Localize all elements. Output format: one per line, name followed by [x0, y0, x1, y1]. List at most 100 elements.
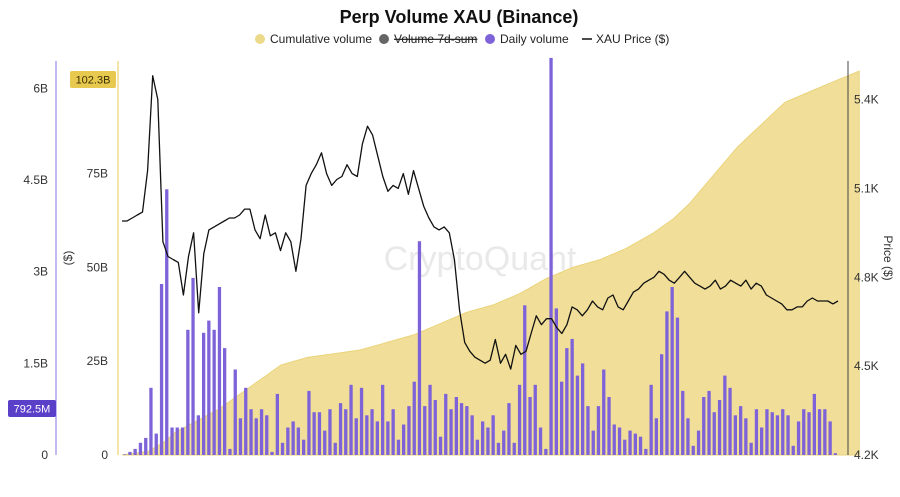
price-axis-tick: 4.2K [854, 448, 879, 462]
daily-volume-bar [665, 311, 669, 455]
price-axis: 4.2K 4.5K 4.8K 5.1K 5.4K [854, 93, 879, 463]
cumulative-axis-tick: 25B [87, 354, 108, 368]
daily-volume-bar [265, 415, 269, 455]
daily-volume-bar [123, 454, 127, 455]
daily-volume-bar [770, 412, 774, 455]
legend-swatch-sum7d [379, 34, 389, 44]
daily-volume-bar [812, 393, 816, 455]
daily-volume-bar [244, 387, 248, 455]
daily-axis-tick: 1.5B [23, 356, 48, 370]
daily-volume-bar [570, 338, 574, 455]
daily-volume-bar [707, 390, 711, 455]
daily-volume-bar [575, 375, 580, 455]
daily-volume-bar [207, 320, 211, 455]
daily-volume-bar [354, 418, 358, 455]
daily-volume-bar [817, 409, 822, 455]
legend-item-cumulative[interactable]: Cumulative volume [255, 32, 372, 46]
daily-volume-bar [438, 436, 443, 455]
daily-volume-bar [775, 415, 780, 455]
daily-volume-bar [786, 415, 790, 455]
daily-volume-bar [507, 403, 511, 455]
daily-volume-bar [328, 409, 332, 455]
price-axis-tick: 4.8K [854, 270, 879, 284]
daily-volume-bar [233, 369, 237, 455]
daily-volume-bar [165, 189, 169, 456]
daily-volume-bar [170, 427, 174, 455]
daily-volume-bar [196, 415, 200, 455]
daily-volume-bar [412, 381, 416, 455]
daily-volume-bar [781, 409, 785, 455]
daily-volume-bar [349, 384, 353, 455]
daily-volume-bar [138, 442, 143, 455]
daily-volume-bar [675, 317, 680, 455]
daily-volume-bar [249, 409, 253, 455]
daily-volume-bar [560, 381, 564, 455]
daily-volume-bar [654, 418, 658, 455]
cumulative-volume-axis: 025B50B75B100B [80, 73, 108, 462]
cumulative-axis-tick: 0 [101, 448, 108, 462]
legend-label-price: XAU Price ($) [596, 32, 669, 46]
daily-volume-bar [828, 421, 832, 455]
daily-volume-bar [228, 448, 232, 455]
daily-volume-bar [186, 329, 190, 455]
daily-volume-axis: 0 1.5B 3B 4.5B 6B [23, 82, 48, 463]
daily-volume-bar [549, 57, 553, 456]
daily-volume-bar [175, 427, 179, 455]
daily-volume-bar [391, 409, 395, 455]
legend-label-daily: Daily volume [500, 32, 569, 46]
daily-volume-bar [454, 397, 458, 455]
daily-volume-bar [691, 445, 695, 455]
daily-volume-bar [386, 421, 390, 455]
legend-label-cumulative: Cumulative volume [270, 32, 372, 46]
daily-volume-bar [512, 442, 516, 455]
watermark: CryptoQuant [384, 240, 577, 278]
legend-item-sum7d[interactable]: Volume 7d-sum [379, 32, 477, 46]
daily-volume-bar [628, 430, 632, 455]
daily-volume-bar [717, 400, 722, 455]
daily-volume-bar [733, 415, 737, 455]
daily-volume-bar [217, 287, 222, 455]
daily-volume-bar [159, 284, 164, 455]
daily-volume-bar [481, 421, 485, 455]
daily-volume-bar [307, 390, 311, 455]
daily-volume-bar [565, 348, 569, 455]
daily-volume-bar [449, 409, 453, 455]
daily-volume-bar [381, 384, 385, 455]
daily-volume-bar [744, 418, 748, 455]
daily-volume-bar [502, 430, 506, 455]
daily-last-value-text: 792.5M [14, 404, 51, 416]
daily-volume-bar [607, 397, 611, 455]
daily-volume-bar [254, 418, 258, 455]
daily-axis-tick: 6B [33, 82, 48, 96]
daily-volume-bar [538, 427, 543, 455]
daily-volume-bar [681, 390, 685, 455]
daily-volume-bar [333, 442, 337, 455]
daily-volume-bar [544, 448, 548, 455]
daily-volume-bar [370, 409, 374, 455]
daily-volume-bar [796, 421, 801, 455]
cumulative-axis-label: ($) [61, 251, 75, 266]
cumulative-axis-tick: 50B [87, 260, 108, 274]
daily-volume-bar [807, 412, 811, 455]
daily-volume-bar [586, 406, 590, 455]
daily-volume-bar [428, 384, 432, 455]
daily-axis-tick: 4.5B [23, 173, 48, 187]
daily-volume-bar [280, 442, 285, 455]
daily-volume-bar [533, 384, 537, 455]
legend-swatch-cumulative [255, 34, 265, 44]
legend-item-price[interactable]: XAU Price ($) [582, 32, 669, 46]
daily-volume-bar [760, 427, 764, 455]
cumulative-axis-tick: 75B [87, 167, 108, 181]
daily-volume-bar [491, 415, 495, 455]
daily-volume-bar [649, 384, 653, 455]
daily-volume-bar [323, 430, 327, 455]
legend[interactable]: Cumulative volume Volume 7d-sum Daily volu… [255, 32, 669, 46]
daily-volume-bar [396, 439, 401, 455]
daily-volume-bar [602, 369, 606, 455]
daily-volume-bar [402, 424, 406, 455]
daily-volume-bar [617, 427, 622, 455]
daily-volume-bar [149, 387, 153, 455]
price-axis-tick: 5.4K [854, 93, 879, 107]
legend-item-daily[interactable]: Daily volume [485, 32, 569, 46]
